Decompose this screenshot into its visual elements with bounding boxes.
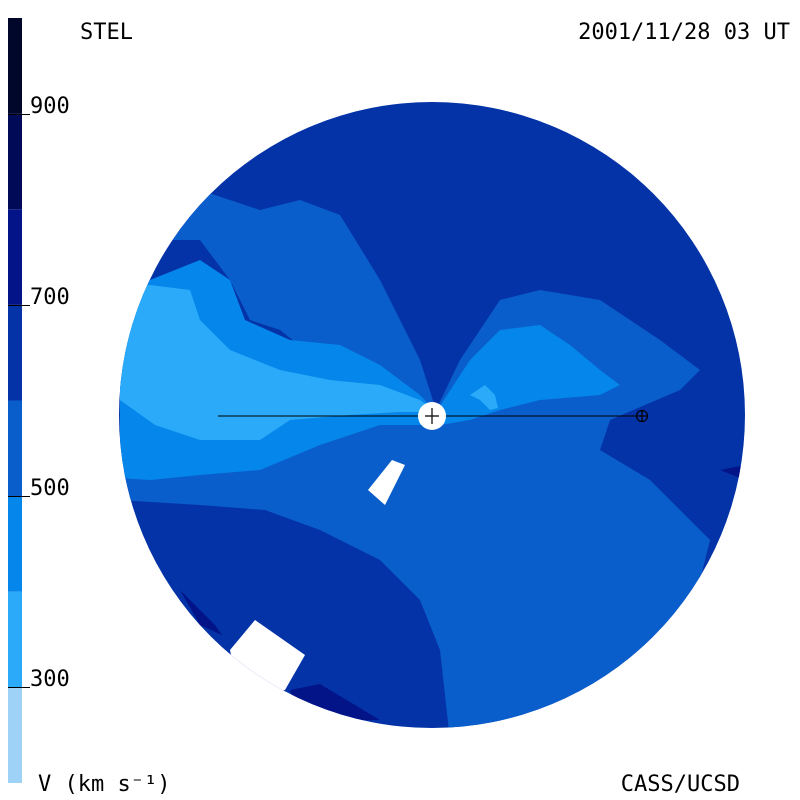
colorbar-quantity-label: V (km s⁻¹) [38, 772, 171, 797]
colorbar-tick-label-300: 300 [30, 667, 70, 693]
credit-label: CASS/UCSD [620, 772, 740, 797]
colorbar-level-500 [8, 400, 22, 497]
colorbar-tick-900 [8, 113, 30, 115]
colorbar-level-400 [8, 496, 22, 592]
colorbar-level-900 [8, 18, 22, 114]
region-700-right [720, 465, 745, 480]
region-700-left [180, 590, 222, 635]
header-left-label: STEL [80, 20, 133, 45]
colorbar-tick-label-900: 900 [30, 93, 70, 119]
sun-marker [425, 408, 439, 424]
region-500-lower [120, 290, 710, 728]
header-timestamp: 2001/11/28 03 UT [578, 20, 790, 45]
colorbar-tick-300 [8, 687, 30, 689]
region-300-small [470, 385, 498, 410]
region-300 [120, 285, 436, 440]
velocity-colorbar [8, 18, 22, 783]
colorbar-tick-label-700: 700 [30, 284, 70, 310]
colorbar-tick-700 [8, 304, 30, 306]
colorbar-level-200 [8, 687, 22, 783]
colorbar-level-600 [8, 304, 22, 401]
data-gap-center [368, 460, 405, 505]
colorbar-level-800 [8, 113, 22, 210]
colorbar-level-300 [8, 591, 22, 688]
earth-marker [635, 409, 649, 423]
colorbar-tick-label-500: 500 [30, 476, 70, 502]
colorbar-tick-500 [8, 496, 30, 498]
colorbar-level-700 [8, 209, 22, 305]
